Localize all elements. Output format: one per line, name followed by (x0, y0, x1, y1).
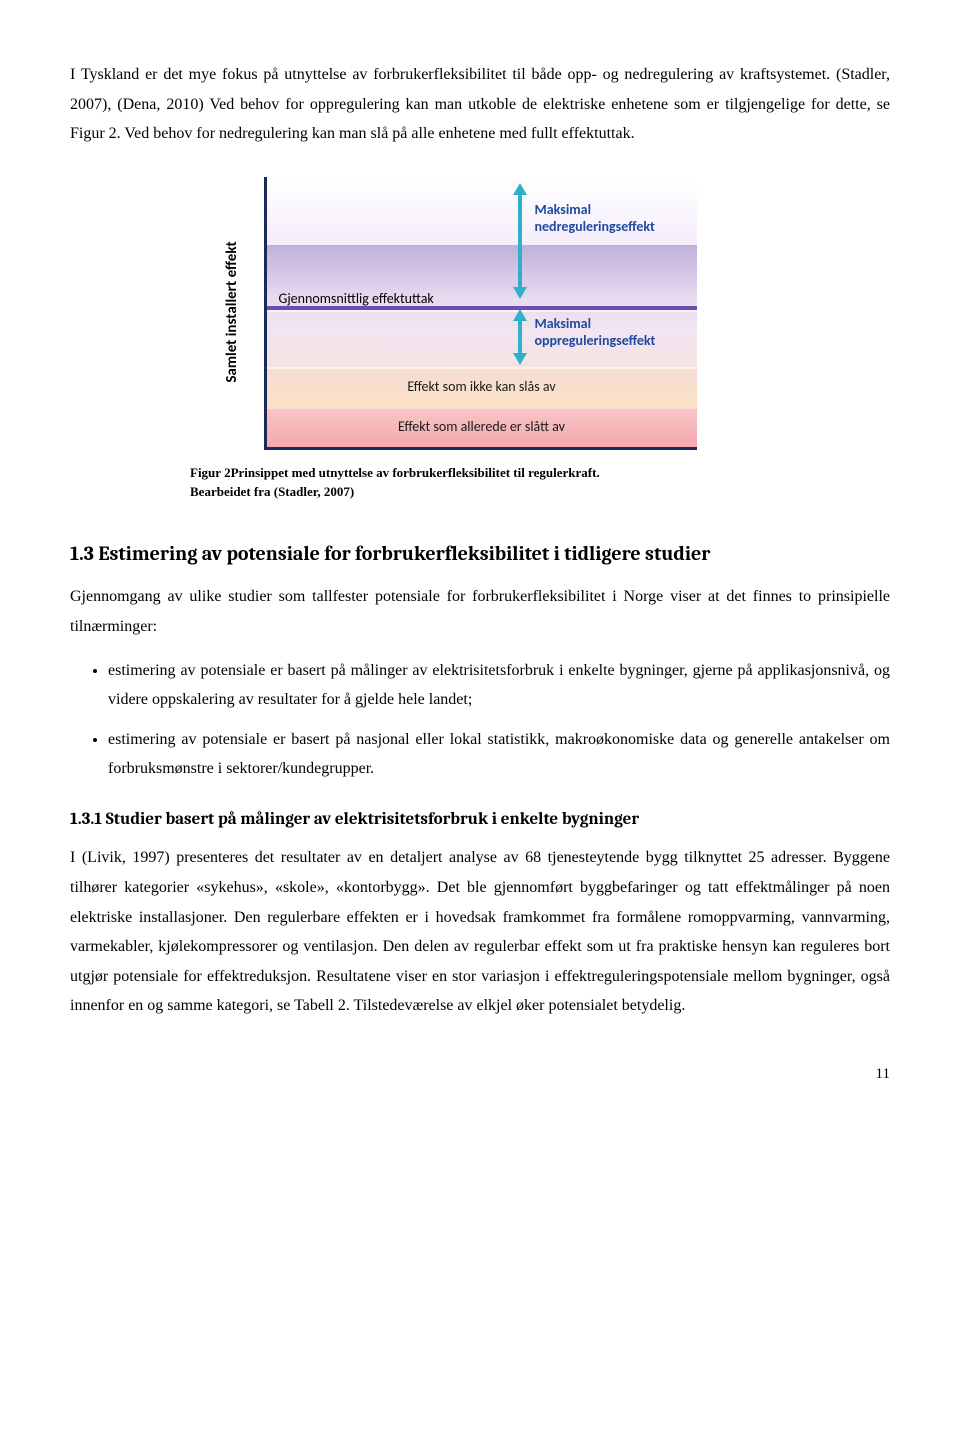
figure-arrow-column: Maksimal nedreguleringseffekt Maksimal o… (505, 183, 675, 363)
figure-caption-line2: Bearbeidet fra (Stadler, 2007) (190, 484, 354, 499)
section-1-3-paragraph: Gjennomgang av ulike studier som tallfes… (70, 582, 890, 641)
figure-2-caption: Figur 2Prinsippet med utnyttelse av forb… (190, 464, 600, 502)
intro-paragraph: I Tyskland er det mye fokus på utnyttels… (70, 60, 890, 149)
arrow-head-icon (513, 353, 527, 365)
list-item: estimering av potensiale er basert på må… (108, 656, 890, 715)
section-1-3-heading: 1.3 Estimering av potensiale for forbruk… (70, 535, 890, 572)
figure-band-already-off: Effekt som allerede er slått av (267, 407, 697, 447)
page-number: 11 (70, 1061, 890, 1089)
figure-arrow-down (513, 309, 527, 365)
figure-2-diagram: Samlet installert effekt Gjennomsnittlig… (264, 177, 697, 450)
list-item: estimering av potensiale er basert på na… (108, 725, 890, 784)
arrow-stem-icon (518, 193, 522, 289)
figure-arrow-down-label: Maksimal oppreguleringseffekt (535, 315, 675, 350)
section-1-3-bullet-list: estimering av potensiale er basert på må… (70, 656, 890, 784)
figure-band-already-off-label: Effekt som allerede er slått av (398, 414, 565, 440)
figure-2-container: Samlet installert effekt Gjennomsnittlig… (70, 177, 890, 502)
figure-arrow-up-label: Maksimal nedreguleringseffekt (535, 201, 675, 236)
figure-arrow-up (513, 183, 527, 299)
figure-caption-line1: Figur 2Prinsippet med utnyttelse av forb… (190, 465, 600, 480)
figure-band-cannot-off: Effekt som ikke kan slås av (267, 367, 697, 407)
arrow-head-icon (513, 287, 527, 299)
section-1-3-1-paragraph: I (Livik, 1997) presenteres det resultat… (70, 843, 890, 1021)
section-1-3-1-heading: 1.3.1 Studier basert på målinger av elek… (70, 804, 890, 835)
figure-y-axis-label: Samlet installert effekt (219, 241, 247, 382)
figure-band-cannot-off-label: Effekt som ikke kan slås av (407, 374, 555, 400)
arrow-stem-icon (518, 319, 522, 355)
